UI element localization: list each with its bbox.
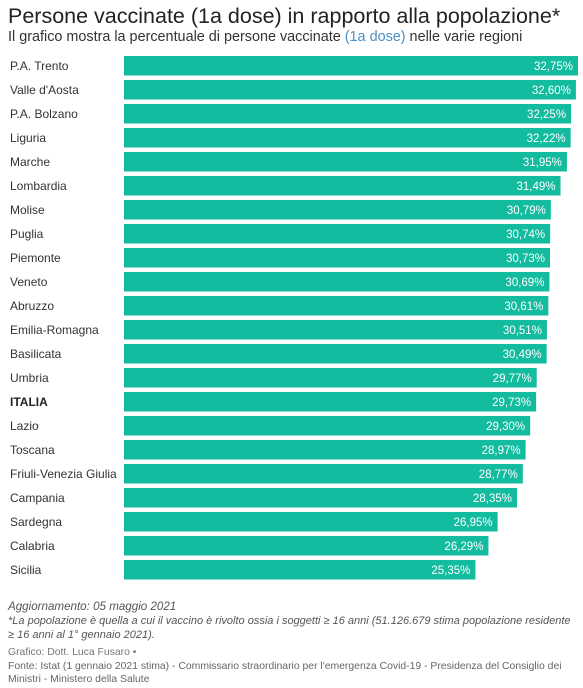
category-label-veneto: Veneto — [10, 275, 48, 289]
bar-sardegna — [124, 512, 498, 532]
category-label-sardegna: Sardegna — [10, 515, 62, 529]
bar-p-a-bolzano — [124, 104, 572, 124]
bar-marche — [124, 152, 567, 172]
bar-chart: P.A. Trento 32,75% Valle d'Aosta 32,60% P.A.… — [10, 56, 578, 580]
category-label-basilicata: Basilicata — [10, 347, 62, 361]
chart-subtitle: Il grafico mostra la percentuale di pers… — [8, 28, 580, 46]
bar-italia — [124, 392, 537, 412]
value-label-veneto: 30,69% — [505, 277, 544, 289]
bar-molise — [124, 200, 551, 220]
value-label-calabria: 26,29% — [444, 541, 483, 553]
value-label-abruzzo: 30,61% — [504, 301, 543, 313]
value-label-p-a-trento: 32,75% — [534, 61, 573, 73]
category-label-piemonte: Piemonte — [10, 251, 61, 265]
value-label-friuli-venezia-giulia: 28,77% — [479, 469, 518, 481]
category-label-molise: Molise — [10, 203, 45, 217]
category-label-p-a-bolzano: P.A. Bolzano — [10, 107, 78, 121]
category-label-emilia-romagna: Emilia-Romagna — [10, 323, 99, 337]
chart-title: Persone vaccinate (1a dose) in rapporto … — [8, 4, 561, 28]
value-label-lazio: 29,30% — [486, 421, 525, 433]
value-label-piemonte: 30,73% — [506, 253, 545, 265]
update-date: Aggiornamento: 05 maggio 2021 — [8, 600, 177, 613]
bar-liguria — [124, 128, 571, 148]
category-label-abruzzo: Abruzzo — [10, 299, 54, 313]
category-label-calabria: Calabria — [10, 539, 55, 553]
category-label-liguria: Liguria — [10, 131, 46, 145]
bar-lazio — [124, 416, 531, 436]
value-label-valle-d-aosta: 32,60% — [532, 85, 571, 97]
value-label-puglia: 30,74% — [506, 229, 545, 241]
bar-emilia-romagna — [124, 320, 547, 340]
bar-calabria — [124, 536, 489, 556]
category-label-friuli-venezia-giulia: Friuli-Venezia Giulia — [10, 467, 117, 481]
bar-piemonte — [124, 248, 550, 268]
value-label-sardegna: 26,95% — [454, 517, 493, 529]
category-label-lombardia: Lombardia — [10, 179, 67, 193]
value-label-campania: 28,35% — [473, 493, 512, 505]
bar-basilicata — [124, 344, 547, 364]
category-label-marche: Marche — [10, 155, 50, 169]
chart-credit: Grafico: Dott. Luca Fusaro • — [8, 647, 137, 658]
bar-friuli-venezia-giulia — [124, 464, 523, 484]
bar-sicilia — [124, 560, 476, 580]
value-label-emilia-romagna: 30,51% — [503, 325, 542, 337]
value-label-sicilia: 25,35% — [431, 565, 470, 577]
population-note: *La popolazione è quella a cui il vaccin… — [8, 615, 571, 641]
bar-p-a-trento — [124, 56, 578, 76]
category-label-toscana: Toscana — [10, 443, 55, 457]
bar-puglia — [124, 224, 551, 244]
value-label-liguria: 32,22% — [527, 133, 566, 145]
bar-veneto — [124, 272, 550, 292]
subtitle-text-end: nelle varie regioni — [405, 29, 523, 45]
category-label-campania: Campania — [10, 491, 65, 505]
category-label-umbria: Umbria — [10, 371, 49, 385]
category-label-lazio: Lazio — [10, 419, 39, 433]
category-label-puglia: Puglia — [10, 227, 44, 241]
subtitle-highlight: (1a dose) — [344, 29, 406, 45]
value-label-umbria: 29,77% — [493, 373, 532, 385]
bar-abruzzo — [124, 296, 549, 316]
value-label-toscana: 28,97% — [482, 445, 521, 457]
value-label-italia: 29,73% — [492, 397, 531, 409]
value-label-basilicata: 30,49% — [503, 349, 542, 361]
value-label-lombardia: 31,49% — [517, 181, 556, 193]
category-label-valle-d-aosta: Valle d'Aosta — [10, 83, 79, 97]
bar-campania — [124, 488, 518, 508]
category-label-sicilia: Sicilia — [10, 563, 42, 577]
value-label-marche: 31,95% — [523, 157, 562, 169]
value-label-molise: 30,79% — [507, 205, 546, 217]
subtitle-text: Il grafico mostra la percentuale di pers… — [8, 29, 345, 45]
bar-umbria — [124, 368, 537, 388]
value-label-p-a-bolzano: 32,25% — [527, 109, 566, 121]
bar-toscana — [124, 440, 526, 460]
category-label-italia: ITALIA — [10, 395, 48, 409]
category-label-p-a-trento: P.A. Trento — [10, 59, 69, 73]
data-source: Fonte: Istat (1 gennaio 2021 stima) - Co… — [8, 661, 562, 685]
bar-valle-d-aosta — [124, 80, 576, 100]
bar-lombardia — [124, 176, 561, 196]
